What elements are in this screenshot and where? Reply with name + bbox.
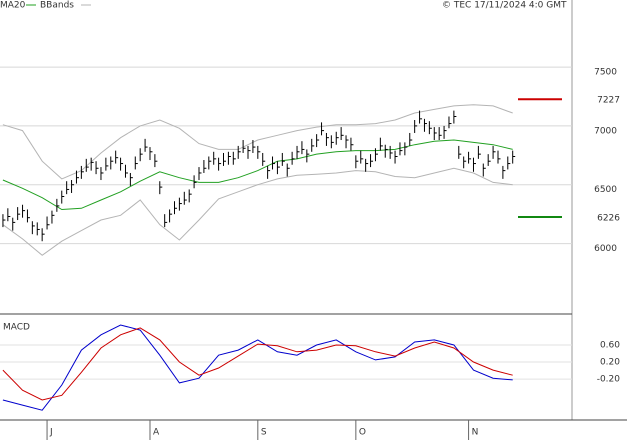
y-tick-label: 6500 xyxy=(594,185,617,195)
y-tick-label: 0.20 xyxy=(600,358,620,368)
macd-title: MACD xyxy=(3,323,30,333)
legend-label: BBands xyxy=(40,1,74,11)
x-tick-label: N xyxy=(472,428,479,438)
band-upper xyxy=(2,104,513,180)
y-tick-label: 6000 xyxy=(594,244,617,254)
x-tick-label: O xyxy=(359,428,366,438)
x-tick-label: S xyxy=(261,428,267,438)
band-lower xyxy=(2,167,513,256)
level-label: 7227 xyxy=(597,96,620,106)
chart-title: © TEC 17/11/2024 4:0 GMT xyxy=(442,1,567,11)
macd-line xyxy=(2,324,513,411)
legend-label: MA20 xyxy=(0,1,26,11)
y-tick-label: 7000 xyxy=(594,126,617,136)
y-tick-label: -0.20 xyxy=(597,375,621,385)
level-label: 6226 xyxy=(597,213,620,223)
macd-line xyxy=(2,327,513,401)
x-tick-label: A xyxy=(153,428,160,438)
ma-line xyxy=(2,139,513,211)
y-tick-label: 7500 xyxy=(594,68,617,78)
y-tick-label: 0.60 xyxy=(600,340,620,350)
x-tick-label: J xyxy=(49,428,53,438)
